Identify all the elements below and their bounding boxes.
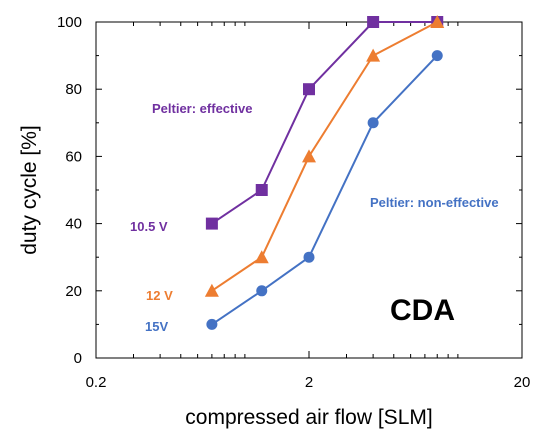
series-line xyxy=(211,21,438,292)
data-point xyxy=(254,250,269,264)
y-tick-label: 20 xyxy=(65,283,82,300)
data-point xyxy=(366,48,381,62)
series-line xyxy=(211,54,438,326)
y-tick-label: 40 xyxy=(65,216,82,233)
x-tick-label: 0.2 xyxy=(86,374,107,391)
series-label-10-5v: 10.5 V xyxy=(130,219,168,234)
data-point xyxy=(205,217,218,230)
data-point xyxy=(430,15,445,28)
series-2 xyxy=(206,50,443,330)
y-tick-label: 100 xyxy=(57,14,82,31)
data-point xyxy=(303,83,315,96)
y-tick-label: 80 xyxy=(65,81,82,98)
annotation-peltier-non-effective: Peltier: non-effective xyxy=(370,195,499,210)
plot-frame xyxy=(95,21,523,359)
x-tick-label: 20 xyxy=(514,374,531,391)
data-point xyxy=(367,16,380,28)
data-point xyxy=(256,285,268,297)
series-line xyxy=(211,21,438,225)
data-point xyxy=(204,283,219,297)
y-axis-title: duty cycle [%] xyxy=(18,125,41,255)
x-axis-title: compressed air flow [SLM] xyxy=(185,406,432,429)
data-point xyxy=(302,149,316,163)
axes: 0 20 40 60 80 100 0.2 2 20 xyxy=(57,14,530,391)
y-tick-label: 60 xyxy=(65,148,82,165)
data-point xyxy=(431,50,443,62)
data-point xyxy=(255,184,268,196)
series-label-15v: 15V xyxy=(145,319,168,334)
x-tick-label: 2 xyxy=(305,374,313,391)
series-1 xyxy=(204,15,445,297)
series-label-12v: 12 V xyxy=(146,288,173,303)
data-point xyxy=(367,117,379,129)
data-point xyxy=(206,318,218,330)
y-tick-label: 0 xyxy=(74,350,82,367)
annotation-cda: CDA xyxy=(390,294,455,327)
annotation-peltier-effective: Peltier: effective xyxy=(152,101,252,116)
series-layer xyxy=(204,15,445,330)
data-point xyxy=(303,251,315,263)
